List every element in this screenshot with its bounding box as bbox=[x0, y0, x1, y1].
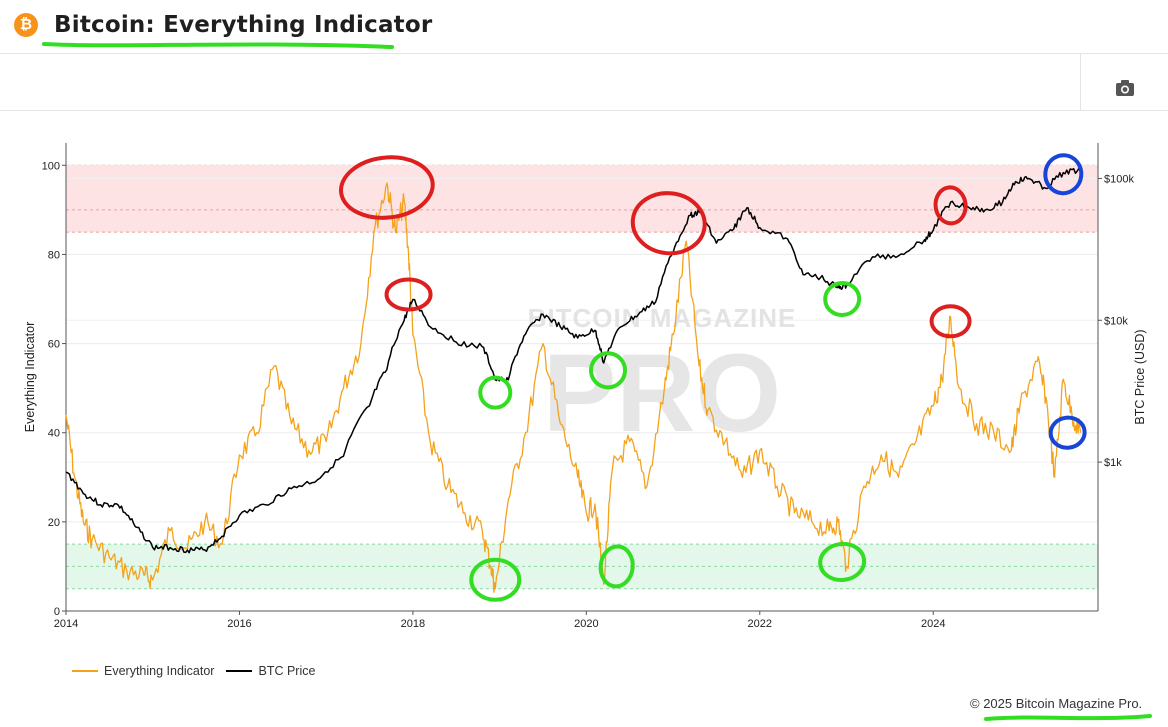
y-tick-label: 80 bbox=[48, 249, 60, 261]
annotation-circle-green bbox=[598, 544, 635, 589]
legend-swatch-black bbox=[226, 670, 253, 672]
y-tick-label: 60 bbox=[48, 339, 60, 351]
annotation-circle-red bbox=[630, 191, 707, 256]
y-tick-label: 40 bbox=[48, 428, 60, 440]
title-underline-annotation bbox=[42, 42, 394, 49]
annotation-circle-green bbox=[818, 541, 867, 583]
y2-tick-label: $100k bbox=[1104, 173, 1134, 185]
annotation-circle-red bbox=[384, 277, 433, 312]
series-btc-price bbox=[65, 167, 1082, 554]
x-tick-label: 2020 bbox=[574, 618, 598, 630]
copyright-underline-annotation bbox=[984, 714, 1152, 721]
toolbar-separator bbox=[1080, 54, 1081, 111]
camera-icon[interactable] bbox=[1110, 76, 1140, 100]
y-tick-label: 0 bbox=[54, 606, 60, 618]
annotation-circle-blue bbox=[1043, 153, 1084, 196]
y-tick-label: 100 bbox=[42, 160, 60, 172]
bitcoin-logo-icon: ₿ bbox=[14, 13, 38, 37]
y-tick-label: 20 bbox=[48, 517, 60, 529]
header: ₿ Bitcoin: Everything Indicator bbox=[0, 0, 1168, 54]
x-tick-label: 2014 bbox=[54, 618, 78, 630]
legend-swatch-orange bbox=[72, 670, 98, 672]
y2-tick-label: $10k bbox=[1104, 315, 1128, 327]
annotation-circle-green bbox=[823, 280, 862, 318]
chart-toolbar bbox=[0, 54, 1168, 111]
x-tick-label: 2022 bbox=[748, 618, 772, 630]
x-tick-label: 2024 bbox=[921, 618, 945, 630]
watermark-line1: BITCOIN MAGAZINE bbox=[528, 303, 797, 333]
page-title: Bitcoin: Everything Indicator bbox=[54, 12, 433, 38]
legend-label: Everything Indicator bbox=[104, 664, 215, 678]
annotation-circle-green bbox=[478, 375, 513, 410]
legend-item-btc-price[interactable]: BTC Price bbox=[226, 664, 315, 678]
x-tick-label: 2018 bbox=[401, 618, 425, 630]
watermark-line2: PRO bbox=[543, 332, 781, 455]
annotation-circle-blue bbox=[1048, 415, 1087, 450]
legend-item-everything-indicator[interactable]: Everything Indicator bbox=[72, 664, 214, 678]
copyright-text: © 2025 Bitcoin Magazine Pro. bbox=[970, 696, 1143, 711]
annotation-circle-green bbox=[469, 557, 522, 602]
annotation-circle-green bbox=[589, 351, 628, 390]
annotation-circle-red bbox=[929, 304, 972, 339]
annotation-circle-red bbox=[339, 155, 435, 220]
y2-axis-title: BTC Price (USD) bbox=[1133, 329, 1147, 424]
annotation-circle-red bbox=[933, 185, 968, 226]
y-axis-title: Everything Indicator bbox=[23, 322, 37, 432]
zone-overheated bbox=[66, 165, 1098, 233]
chart-legend: Everything Indicator BTC Price bbox=[72, 664, 327, 678]
series-everything-indicator bbox=[65, 182, 1082, 593]
legend-label: BTC Price bbox=[258, 664, 316, 678]
y2-tick-label: $1k bbox=[1104, 457, 1122, 469]
x-tick-label: 2016 bbox=[227, 618, 251, 630]
